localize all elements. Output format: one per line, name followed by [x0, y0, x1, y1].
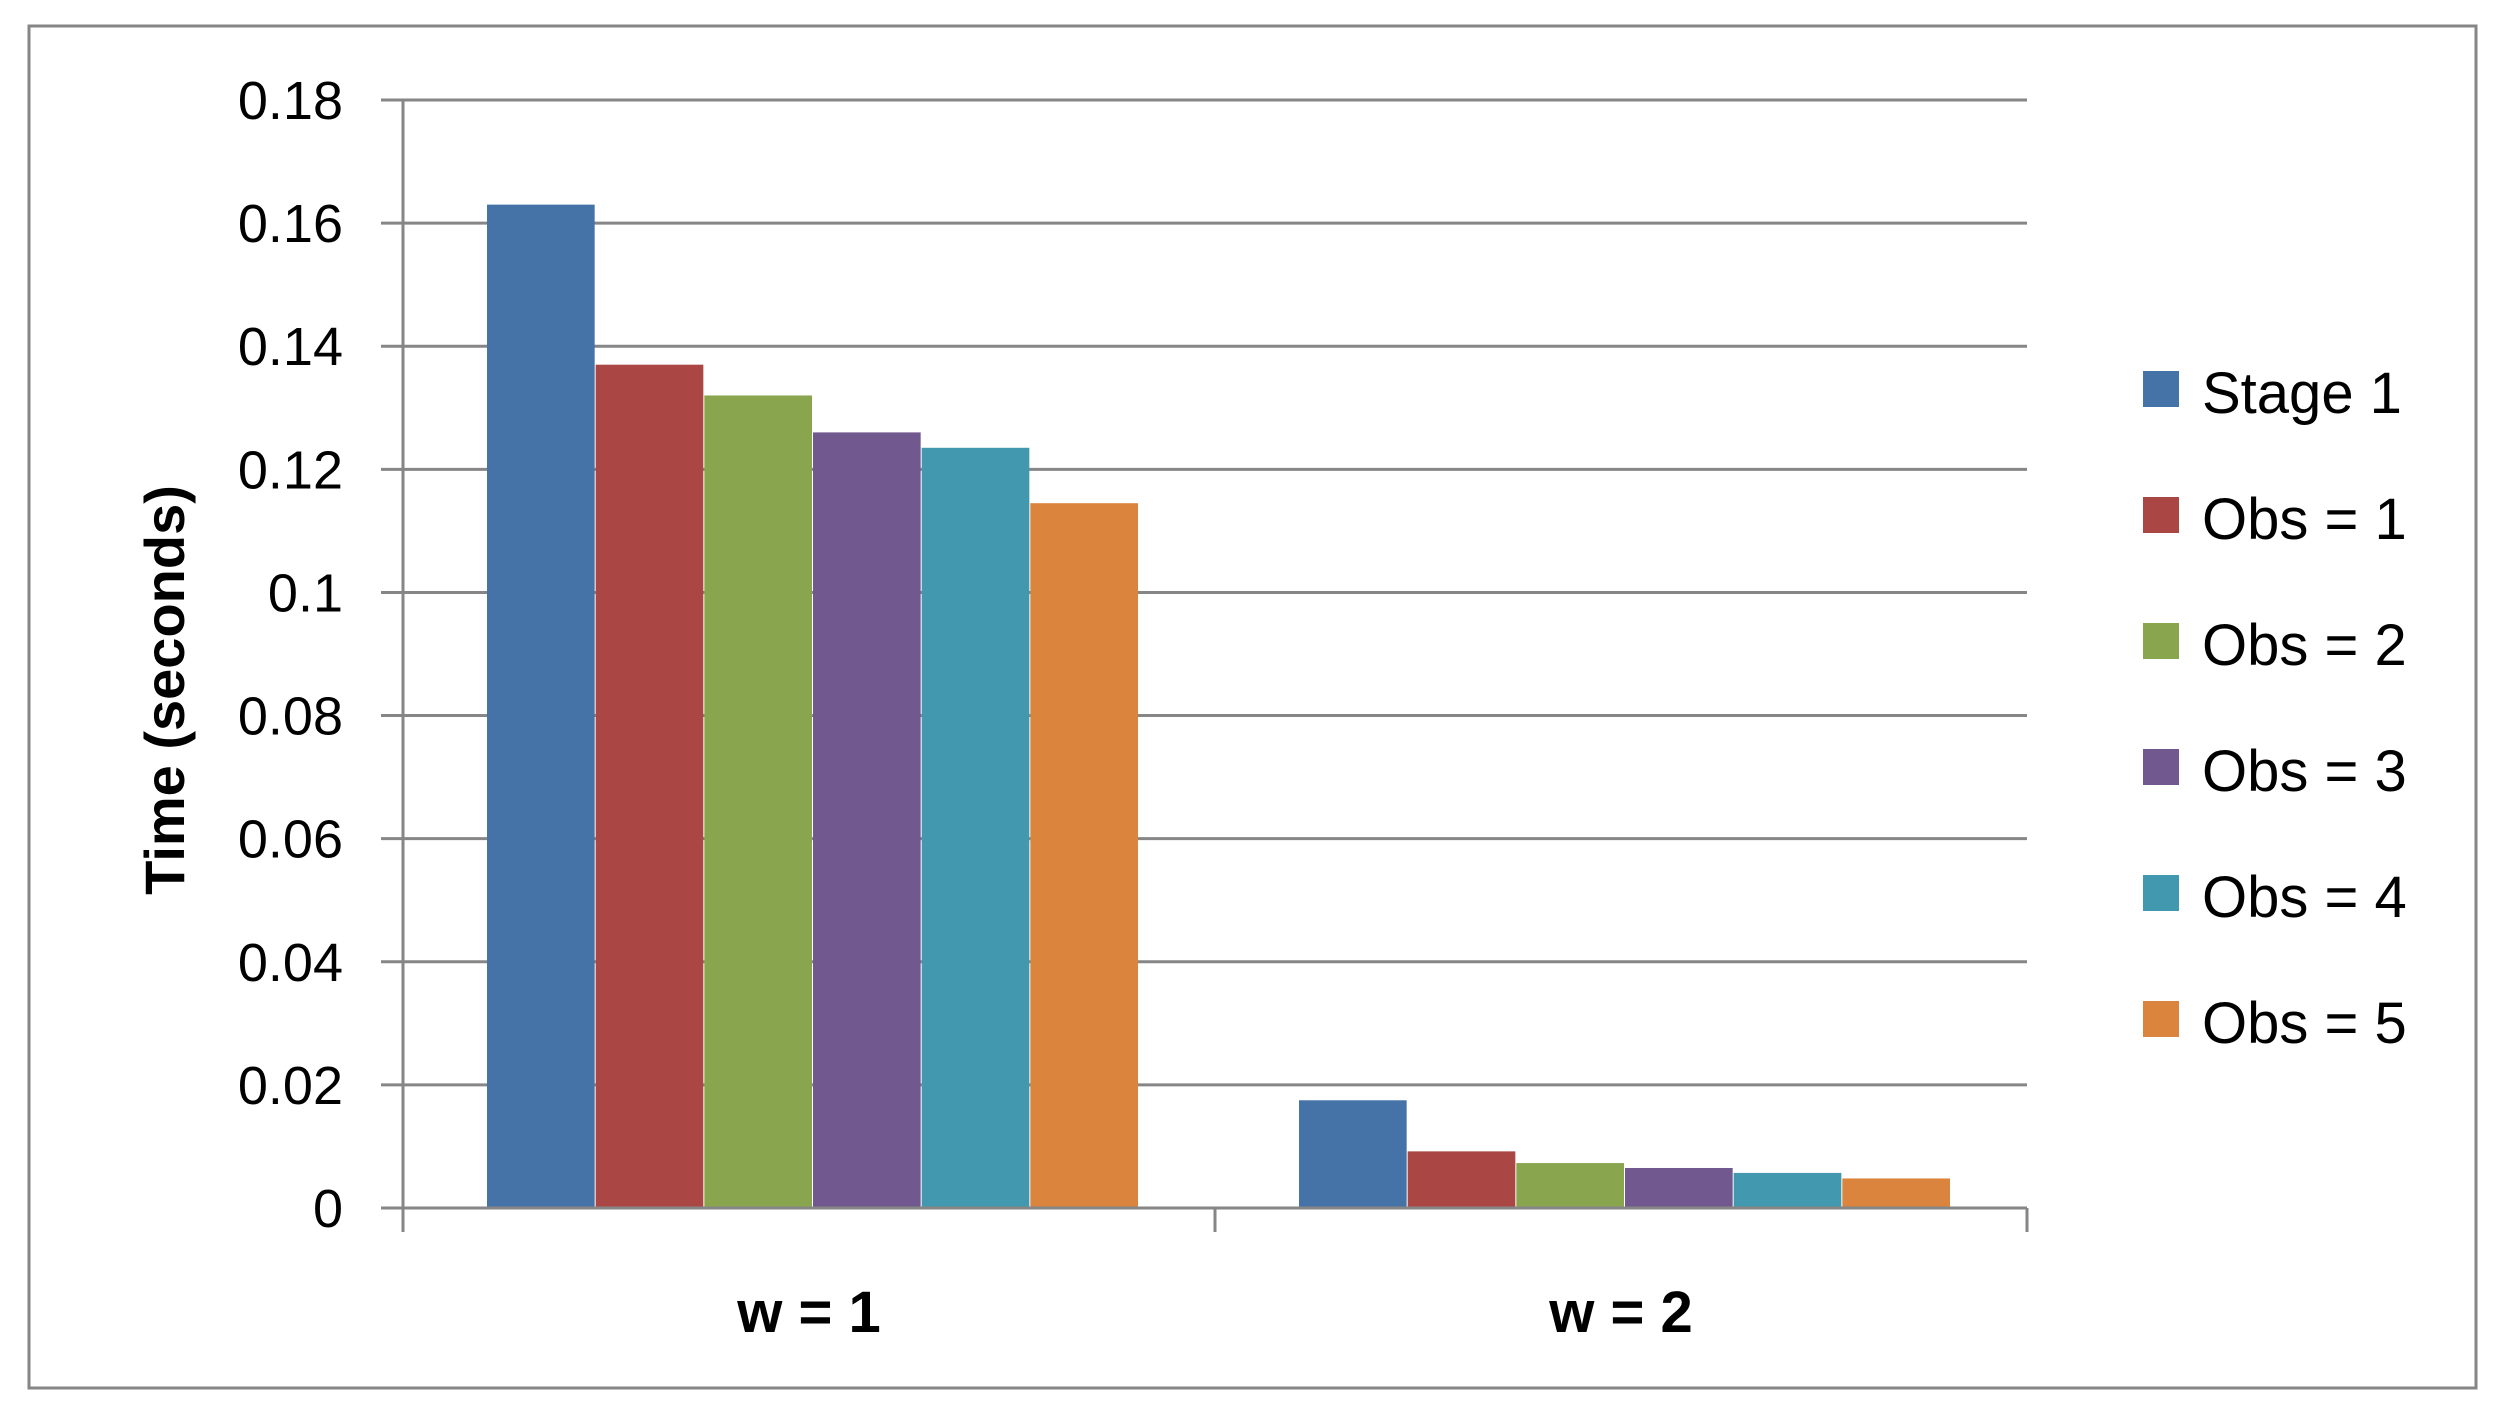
bar-obs-4-0	[921, 447, 1030, 1208]
bar-obs-1-1	[1407, 1151, 1516, 1208]
bar-obs-5-0	[1030, 503, 1138, 1208]
bar-stage-1-0	[487, 204, 595, 1209]
y-tick-label: 0.02	[238, 1056, 343, 1116]
legend-swatch	[2143, 371, 2179, 407]
chart-frame	[27, 24, 2478, 1390]
legend-swatch	[2143, 497, 2179, 533]
legend-swatch	[2143, 1001, 2179, 1037]
bar-obs-5-1	[1842, 1178, 1950, 1208]
bars	[487, 204, 1950, 1209]
bar-obs-4-1	[1733, 1172, 1842, 1208]
legend-label: Obs = 2	[2202, 613, 2407, 678]
bar-obs-2-0	[704, 395, 812, 1208]
y-tick-label: 0.18	[238, 71, 343, 131]
legend: Stage 1 Obs = 1 Obs = 2 Obs = 3 Obs = 4 Obs =…	[2143, 361, 2407, 1056]
x-category-labels: w = 1 w = 2	[736, 1280, 1692, 1345]
bar-stage-1-1	[1299, 1100, 1407, 1208]
legend-label: Obs = 5	[2202, 991, 2407, 1056]
legend-swatch	[2143, 623, 2179, 659]
y-tick-label: 0.08	[238, 687, 343, 747]
legend-label: Obs = 3	[2202, 739, 2407, 804]
y-tick-label: 0.14	[238, 317, 343, 377]
bar-obs-3-1	[1625, 1167, 1733, 1208]
legend-swatch	[2143, 875, 2179, 911]
bar-obs-2-1	[1516, 1163, 1624, 1208]
legend-label: Stage 1	[2202, 361, 2402, 426]
x-category-label: w = 1	[736, 1280, 880, 1345]
legend-label: Obs = 1	[2202, 487, 2407, 552]
y-tick-label: 0.04	[238, 933, 343, 993]
y-tick-label: 0.1	[268, 563, 343, 623]
y-tick-label: 0.06	[238, 810, 343, 870]
bar-obs-3-0	[813, 432, 921, 1208]
y-tick-labels: 0 0.02 0.04 0.06 0.08 0.1 0.12 0.14 0.16 0.18	[238, 71, 343, 1239]
y-tick-label: 0	[313, 1179, 343, 1239]
x-category-label: w = 2	[1548, 1280, 1692, 1345]
legend-swatch	[2143, 749, 2179, 785]
axes	[401, 100, 2029, 1232]
y-tick-label: 0.16	[238, 194, 343, 254]
y-tick-label: 0.12	[238, 440, 343, 500]
y-axis-title: Time (seconds)	[133, 485, 196, 895]
bar-obs-1-0	[595, 364, 704, 1208]
legend-label: Obs = 4	[2202, 865, 2407, 930]
